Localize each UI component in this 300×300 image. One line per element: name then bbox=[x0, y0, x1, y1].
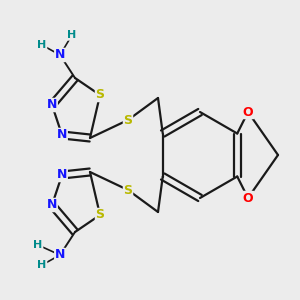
Text: S: S bbox=[124, 184, 133, 196]
Text: H: H bbox=[38, 40, 46, 50]
Text: H: H bbox=[68, 30, 76, 40]
Text: S: S bbox=[95, 208, 104, 221]
Text: N: N bbox=[55, 248, 65, 262]
Text: N: N bbox=[57, 128, 67, 142]
Text: S: S bbox=[124, 113, 133, 127]
Text: N: N bbox=[57, 169, 67, 182]
Text: H: H bbox=[33, 240, 43, 250]
Text: S: S bbox=[95, 88, 104, 101]
Text: N: N bbox=[47, 98, 57, 112]
Text: O: O bbox=[243, 106, 253, 118]
Text: N: N bbox=[55, 49, 65, 62]
Text: O: O bbox=[243, 191, 253, 205]
Text: H: H bbox=[38, 260, 46, 270]
Text: N: N bbox=[47, 199, 57, 212]
